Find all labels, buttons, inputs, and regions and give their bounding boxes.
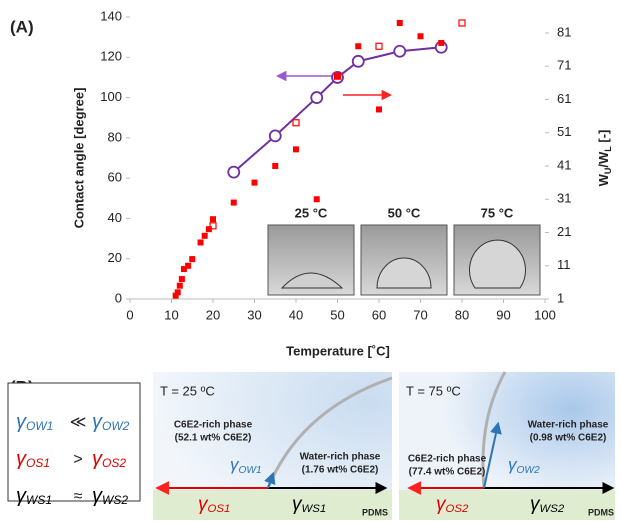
x-tick-label: 50 [330,307,344,322]
y2-tick-label: 1 [557,290,564,305]
inset-photos [268,225,540,295]
gamma-sub: WS1 [26,493,52,507]
y-tick-label: 140 [100,8,122,23]
x-axis-label: Temperature [˚C] [286,343,390,358]
point [459,20,465,26]
point [376,43,382,49]
gamma-sub: WS1 [302,503,327,515]
point [185,263,191,269]
point [293,120,299,126]
line [234,47,442,172]
panel-label: (A) [10,17,34,36]
phase-label: C6E2-rich phase [174,420,253,431]
x-tick-label: 80 [455,307,469,322]
phase-label: Water-rich phase [300,452,381,463]
point [175,289,181,295]
point [177,283,183,289]
substrate-label: PDMS [362,507,388,517]
point [311,92,322,103]
substrate [399,490,615,520]
point [189,256,195,262]
gamma-sub: WS2 [540,503,565,515]
y2-tick-label: 41 [557,157,571,172]
x-tick-label: 100 [534,307,556,322]
diagram-title: T = 25 ºC [160,383,215,398]
y-tick-label: 120 [100,49,122,64]
x-tick-label: 0 [126,307,133,322]
gamma-sub: OW2 [517,465,541,476]
y2-tick-label: 51 [557,124,571,139]
diagram-title: T = 75 ºC [406,383,461,398]
substrate [153,490,392,520]
operator: ≈ [74,488,83,505]
y2-tick-label: 11 [557,257,571,272]
point [198,239,204,245]
gamma-sub: OS1 [208,503,231,515]
point [394,46,405,57]
phase-label: C6E2-rich phase [408,454,487,465]
point [335,73,341,79]
inset-label: 25 °C [295,205,328,220]
point [179,276,185,282]
y2-label-part: [-] [596,130,611,147]
y-tick-label: 0 [115,290,122,305]
y2-label-part: /W [596,151,611,168]
point [272,163,278,169]
point [293,146,299,152]
y2-tick-label: 21 [557,224,571,239]
y2-tick-label: 71 [557,58,571,73]
point [202,233,208,239]
point [438,40,444,46]
point [252,180,258,186]
y-tick-label: 100 [100,89,122,104]
figure: (A) (B) Temperature [˚C] Contact angle [… [0,0,621,521]
inset-label: 75 °C [481,205,514,220]
legend-box [8,383,140,501]
x-tick-label: 40 [289,307,303,322]
gamma-sub: OW1 [26,419,53,433]
x-tick-label: 70 [413,307,427,322]
x-tick-label: 60 [372,307,386,322]
gamma-sub: WS2 [102,493,128,507]
gamma-sub: OS2 [102,456,126,470]
operator: ≪ [70,414,87,431]
y2-axis-label: WU/WL [-] [596,130,613,187]
phase-label: (0.98 wt% C6E2) [530,433,607,444]
point [397,20,403,26]
x-tick-label: 20 [206,307,220,322]
x-tick-label: 10 [164,307,178,322]
gamma-sub: OW2 [102,419,130,433]
phase-label: (1.76 wt% C6E2) [302,465,379,476]
gamma-sub: OS1 [26,456,50,470]
point [355,43,361,49]
y-tick-label: 80 [108,129,122,144]
gamma-sub: OW1 [239,465,262,476]
gamma-sub: OS2 [446,503,469,515]
point [210,216,216,222]
point [353,56,364,67]
y-tick-label: 40 [108,210,122,225]
operator: > [73,451,82,468]
y2-tick-label: 31 [557,191,571,206]
y2-tick-label: 61 [557,91,571,106]
point [231,200,237,206]
y2-label-part: W [596,173,611,186]
y-tick-label: 60 [108,170,122,185]
x-tick-label: 30 [247,307,261,322]
point [228,167,239,178]
y-tick-label: 20 [108,250,122,265]
x-tick-label: 90 [496,307,510,322]
inset-label: 50 °C [388,205,421,220]
substrate-label: PDMS [588,507,614,517]
phase-label: (77.4 wt% C6E2) [409,467,486,478]
phase-label: Water-rich phase [528,420,609,431]
point [376,106,382,112]
point [418,33,424,39]
point [314,196,320,202]
y-axis-label: Contact angle [degree] [71,88,86,229]
point [270,130,281,141]
y2-tick-label: 81 [557,24,571,39]
phase-label: (52.1 wt% C6E2) [175,433,252,444]
